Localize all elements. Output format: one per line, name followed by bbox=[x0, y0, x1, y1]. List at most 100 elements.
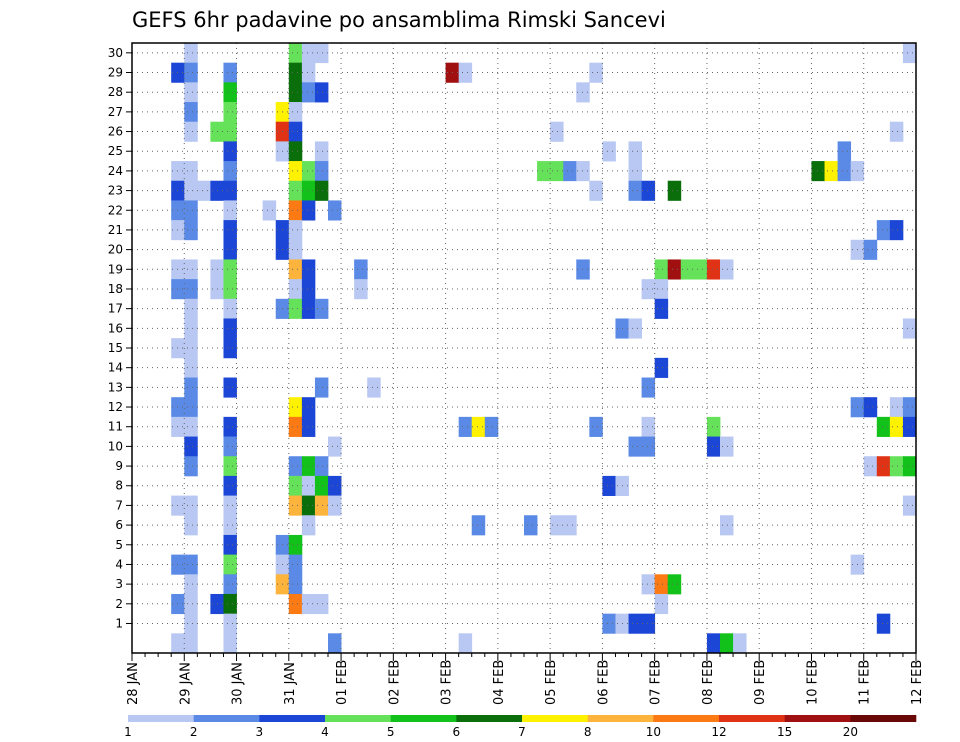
colorbar-label-5: 5 bbox=[387, 725, 395, 739]
heatmap-cells bbox=[171, 43, 917, 654]
cell-member-1-step-36 bbox=[602, 613, 616, 634]
cell-member-12-step-4 bbox=[184, 397, 198, 418]
cell-member-7-step-14 bbox=[314, 495, 329, 516]
cell-member-6-step-4 bbox=[184, 515, 198, 536]
cell-member-26-step-58 bbox=[889, 121, 904, 142]
cell-member-11-step-26 bbox=[471, 416, 486, 437]
cell-member-7-step-15 bbox=[328, 495, 342, 516]
cell-member-28-step-4 bbox=[184, 82, 198, 103]
y-tick-label-26: 26 bbox=[108, 125, 123, 139]
cell-member-12-step-12 bbox=[288, 397, 303, 418]
x-tick-label-12: 09 FEB bbox=[753, 660, 768, 705]
cell-member-17-step-14 bbox=[314, 298, 329, 319]
cell-member-1-step-4 bbox=[184, 613, 198, 634]
cell-member-22-step-15 bbox=[328, 200, 342, 221]
cell-member-24-step-33 bbox=[563, 161, 577, 182]
cell-member-23-step-5 bbox=[197, 180, 211, 201]
colorbar-label-6: 6 bbox=[453, 725, 461, 739]
cell-member-10-step-39 bbox=[641, 436, 656, 457]
colorbar-segment-4 bbox=[390, 715, 457, 722]
cell-member-2-step-14 bbox=[314, 593, 329, 615]
colorbar-label-10: 10 bbox=[646, 725, 661, 739]
cell-member-0-step-4 bbox=[184, 633, 198, 654]
x-tick-label-3: 31 JAN bbox=[283, 662, 298, 705]
x-tick-label-9: 06 FEB bbox=[596, 660, 611, 705]
cell-member-7-step-59 bbox=[902, 495, 917, 516]
cell-member-18-step-4 bbox=[184, 279, 198, 300]
cell-member-29-step-7 bbox=[223, 62, 237, 83]
cell-member-30-step-4 bbox=[184, 43, 198, 64]
x-tick-label-5: 02 FEB bbox=[387, 660, 402, 705]
cell-member-10-step-45 bbox=[720, 436, 734, 457]
colorbar-segment-6 bbox=[522, 715, 588, 722]
colorbar-label-4: 4 bbox=[321, 725, 329, 739]
cell-member-28-step-12 bbox=[288, 82, 303, 103]
cell-member-11-step-7 bbox=[223, 416, 237, 437]
y-tick-label-6: 6 bbox=[115, 518, 123, 532]
y-tick-label-14: 14 bbox=[108, 361, 123, 375]
x-tick-label-6: 03 FEB bbox=[440, 660, 455, 705]
cell-member-2-step-40 bbox=[654, 593, 669, 615]
cell-member-16-step-38 bbox=[628, 318, 642, 339]
x-tick-label-0: 28 JAN bbox=[126, 662, 141, 705]
cell-member-11-step-59 bbox=[902, 416, 917, 437]
cell-member-11-step-12 bbox=[288, 416, 303, 437]
cell-member-24-step-52 bbox=[811, 161, 825, 182]
x-tick-label-10: 07 FEB bbox=[649, 660, 664, 705]
cell-member-3-step-7 bbox=[223, 574, 237, 595]
cell-member-0-step-46 bbox=[733, 633, 747, 654]
cell-member-24-step-53 bbox=[824, 161, 838, 182]
cell-member-8-step-15 bbox=[328, 475, 342, 496]
colorbar: 1 2 3 4 5 6 7 8 10 12 15 20 bbox=[124, 715, 917, 739]
cell-member-30-step-12 bbox=[288, 43, 303, 64]
y-tick-label-30: 30 bbox=[108, 46, 123, 60]
cell-member-19-step-13 bbox=[301, 259, 316, 280]
y-tick-label-23: 23 bbox=[108, 184, 123, 198]
y-tick-label-2: 2 bbox=[115, 597, 123, 611]
x-tick-label-2: 30 JAN bbox=[231, 662, 246, 705]
cell-member-26-step-12 bbox=[288, 121, 303, 142]
cell-member-0-step-7 bbox=[223, 633, 237, 654]
cell-member-17-step-4 bbox=[184, 298, 198, 319]
cell-member-8-step-7 bbox=[223, 475, 237, 496]
cell-member-18-step-12 bbox=[288, 279, 303, 300]
x-tick-label-15: 12 FEB bbox=[910, 660, 925, 705]
y-tick-label-16: 16 bbox=[108, 321, 123, 335]
colorbar-segment-3 bbox=[325, 715, 391, 722]
cell-member-0-step-45 bbox=[720, 633, 734, 654]
y-axis: 1234567891011121314151617181920212223242… bbox=[108, 46, 132, 630]
cell-member-26-step-4 bbox=[184, 121, 198, 142]
cell-member-18-step-7 bbox=[223, 279, 237, 300]
cell-member-17-step-13 bbox=[301, 298, 316, 319]
cell-member-18-step-40 bbox=[654, 279, 669, 300]
cell-member-11-step-25 bbox=[458, 416, 473, 437]
cell-member-27-step-7 bbox=[223, 102, 237, 123]
cell-member-14-step-40 bbox=[654, 357, 669, 378]
colorbar-label-2: 2 bbox=[190, 725, 198, 739]
cell-member-13-step-39 bbox=[641, 377, 656, 398]
cell-member-0-step-25 bbox=[458, 633, 473, 654]
colorbar-label-7: 7 bbox=[518, 725, 526, 739]
cell-member-17-step-7 bbox=[223, 298, 237, 319]
cell-member-3-step-41 bbox=[667, 574, 682, 595]
y-tick-label-5: 5 bbox=[115, 538, 123, 552]
cell-member-6-step-26 bbox=[471, 515, 486, 536]
y-tick-label-19: 19 bbox=[108, 262, 123, 276]
cell-member-4-step-4 bbox=[184, 554, 198, 575]
cell-member-6-step-7 bbox=[223, 515, 237, 536]
colorbar-label-1: 1 bbox=[124, 725, 132, 739]
colorbar-segment-2 bbox=[259, 715, 326, 722]
cell-member-27-step-4 bbox=[184, 102, 198, 123]
cell-member-21-step-57 bbox=[876, 220, 891, 241]
cell-member-22-step-10 bbox=[262, 200, 277, 221]
y-tick-label-15: 15 bbox=[108, 341, 123, 355]
y-tick-label-21: 21 bbox=[108, 223, 123, 237]
cell-member-3-step-12 bbox=[288, 574, 303, 595]
cell-member-11-step-39 bbox=[641, 416, 656, 437]
cell-member-25-step-38 bbox=[628, 141, 642, 162]
cell-member-6-step-45 bbox=[720, 515, 734, 536]
cell-member-23-step-12 bbox=[288, 180, 303, 201]
cell-member-23-step-38 bbox=[628, 180, 642, 201]
cell-member-19-step-44 bbox=[706, 259, 721, 280]
x-tick-label-8: 05 FEB bbox=[544, 660, 559, 705]
